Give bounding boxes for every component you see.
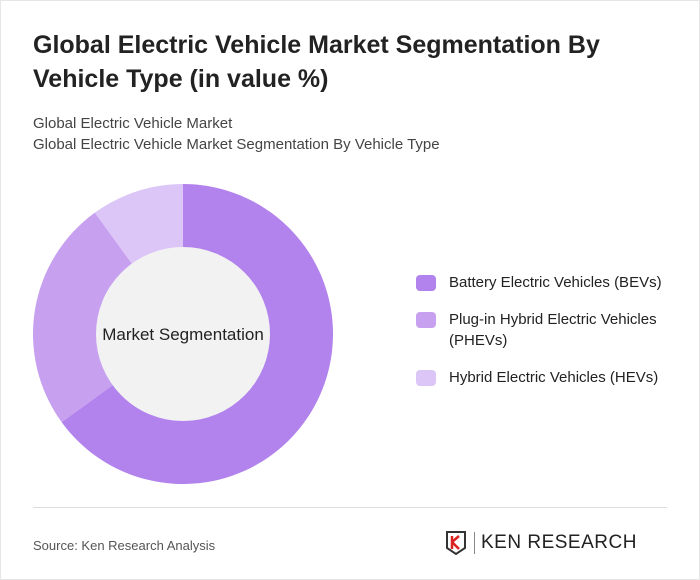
divider bbox=[33, 507, 667, 508]
legend: Battery Electric Vehicles (BEVs) Plug-in … bbox=[416, 272, 686, 404]
legend-item[interactable]: Plug-in Hybrid Electric Vehicles (PHEVs) bbox=[416, 309, 686, 351]
legend-swatch bbox=[416, 312, 436, 328]
legend-label: Plug-in Hybrid Electric Vehicles (PHEVs) bbox=[449, 311, 657, 349]
legend-item[interactable]: Hybrid Electric Vehicles (HEVs) bbox=[416, 367, 686, 388]
chart-title: Global Electric Vehicle Market Segmentat… bbox=[33, 31, 600, 93]
legend-label: Battery Electric Vehicles (BEVs) bbox=[449, 274, 662, 291]
legend-label: Hybrid Electric Vehicles (HEVs) bbox=[449, 369, 659, 386]
legend-swatch bbox=[416, 275, 436, 291]
subtitle-market: Global Electric Vehicle Market bbox=[33, 115, 233, 132]
legend-swatch bbox=[416, 370, 436, 386]
subtitle-segmentation: Global Electric Vehicle Market Segmentat… bbox=[33, 136, 440, 153]
logo-text: KEN RESEARCH bbox=[474, 532, 637, 554]
ken-research-logo: KEN RESEARCH bbox=[446, 531, 637, 555]
center-label: Market Segmentation bbox=[102, 325, 264, 344]
ken-research-logo-icon bbox=[446, 531, 466, 555]
legend-item[interactable]: Battery Electric Vehicles (BEVs) bbox=[416, 272, 686, 293]
donut-chart: Market Segmentation bbox=[33, 184, 333, 484]
donut-hole bbox=[96, 247, 270, 421]
source-note: Source: Ken Research Analysis bbox=[33, 538, 216, 553]
